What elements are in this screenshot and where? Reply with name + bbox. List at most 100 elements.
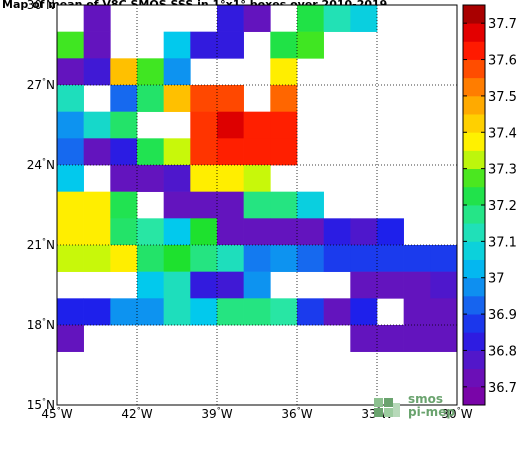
heatmap-cell <box>350 218 378 246</box>
heatmap-cell <box>430 245 458 272</box>
heatmap-cell <box>377 271 404 299</box>
colorbar-tick-label: 36.9 <box>488 308 517 323</box>
colorbar-tick-label: 36.8 <box>488 344 517 359</box>
heatmap-cell <box>217 271 244 299</box>
heatmap-cell <box>57 31 84 59</box>
heatmap-cell <box>243 138 271 166</box>
x-tick-label: 30°W <box>441 406 472 421</box>
heatmap-cell <box>57 298 84 326</box>
heatmap-cell <box>137 165 164 192</box>
colorbar-segment <box>463 23 485 42</box>
heatmap-cell <box>190 85 218 112</box>
colorbar-segment <box>463 314 485 333</box>
heatmap-cell <box>163 138 191 166</box>
heatmap-cell <box>190 298 218 326</box>
heatmap-cell <box>430 271 458 299</box>
heatmap-cell <box>163 165 191 192</box>
heatmap-cell <box>217 111 244 139</box>
heatmap-cell <box>217 5 244 32</box>
heatmap-cell <box>110 191 138 219</box>
heatmap-cell <box>137 138 164 166</box>
y-tick-label: 18°N <box>27 317 55 332</box>
heatmap-cell <box>83 5 111 32</box>
colorbar-segment <box>463 277 485 297</box>
heatmap-cell <box>137 298 164 326</box>
heatmap-cell <box>57 245 84 272</box>
heatmap-cell <box>403 325 431 352</box>
colorbar-segment <box>463 386 485 406</box>
colorbar-segment <box>463 5 485 24</box>
heatmap-cell <box>270 245 298 272</box>
colorbar-tick-label: 36.7 <box>488 381 517 396</box>
heatmap-cell <box>323 245 351 272</box>
heatmap-cell <box>350 298 378 326</box>
heatmap-cell <box>83 31 111 59</box>
heatmap-cell <box>243 111 271 139</box>
heatmap-cells <box>57 5 458 352</box>
heatmap-cell <box>350 271 378 299</box>
heatmap-cell <box>163 58 191 86</box>
heatmap-cell <box>270 85 298 112</box>
heatmap-cell <box>163 271 191 299</box>
heatmap-cell <box>270 298 298 326</box>
colorbar-tick-label: 37.3 <box>488 163 517 178</box>
heatmap-cell <box>270 138 298 166</box>
heatmap-cell <box>110 298 138 326</box>
heatmap-cell <box>57 218 84 246</box>
colorbar-segment <box>463 150 485 170</box>
y-tick-label: 27°N <box>27 77 55 92</box>
logo-text-line1: smos <box>408 392 444 406</box>
heatmap-cell <box>110 165 138 192</box>
heatmap-cell <box>110 111 138 139</box>
colorbar-segment <box>463 77 485 97</box>
heatmap-cell <box>163 218 191 246</box>
heatmap-cell <box>217 31 244 59</box>
heatmap-cell <box>270 31 298 59</box>
colorbar-tick-label: 37.1 <box>488 235 517 250</box>
logo-text-line2: pi-mep <box>408 405 455 419</box>
colorbar-segment <box>463 259 485 279</box>
heatmap-cell <box>137 245 164 272</box>
colorbar-tick-label: 37.4 <box>488 126 517 141</box>
colorbar-segment <box>463 223 485 242</box>
heatmap-cell <box>403 271 431 299</box>
heatmap-cell <box>243 245 271 272</box>
colorbar-segment <box>463 95 485 115</box>
heatmap-cell <box>190 271 218 299</box>
heatmap-cell <box>83 138 111 166</box>
heatmap-cell <box>57 111 84 139</box>
heatmap-cell <box>190 138 218 166</box>
heatmap-cell <box>163 85 191 112</box>
heatmap-cell <box>377 218 404 246</box>
heatmap-cell <box>163 31 191 59</box>
colorbar-segment <box>463 295 485 315</box>
heatmap-cell <box>57 58 84 86</box>
colorbar-segment <box>463 241 485 260</box>
heatmap-cell <box>243 271 271 299</box>
y-tick-label: 21°N <box>27 237 55 252</box>
heatmap-cell <box>110 245 138 272</box>
heatmap-cell <box>403 245 431 272</box>
colorbar-segment <box>463 332 485 351</box>
colorbar-segment <box>463 368 485 388</box>
heatmap-cell <box>350 325 378 352</box>
colorbar-tick-label: 37 <box>488 272 505 287</box>
heatmap-cell <box>270 191 298 219</box>
heatmap-cell <box>323 298 351 326</box>
heatmap-cell <box>323 5 351 32</box>
colorbar-segment <box>463 114 485 133</box>
heatmap-cell <box>243 298 271 326</box>
colorbar-segment <box>463 132 485 151</box>
heatmap-cell <box>57 85 84 112</box>
heatmap-cell <box>350 245 378 272</box>
colorbar-tick-label: 37.2 <box>488 199 517 214</box>
heatmap-cell <box>377 245 404 272</box>
heatmap-cell <box>270 58 298 86</box>
heatmap-cell <box>57 325 84 352</box>
colorbar-segment <box>463 186 485 206</box>
heatmap-cell <box>297 191 324 219</box>
colorbar-segment <box>463 41 485 60</box>
colorbar: 36.7 36.8 36.9 37 37.1 37.2 37.3 37.4 37.5 37.6 37… <box>462 4 517 406</box>
colorbar-tick-label: 37.6 <box>488 54 517 69</box>
heatmap-cell <box>137 218 164 246</box>
